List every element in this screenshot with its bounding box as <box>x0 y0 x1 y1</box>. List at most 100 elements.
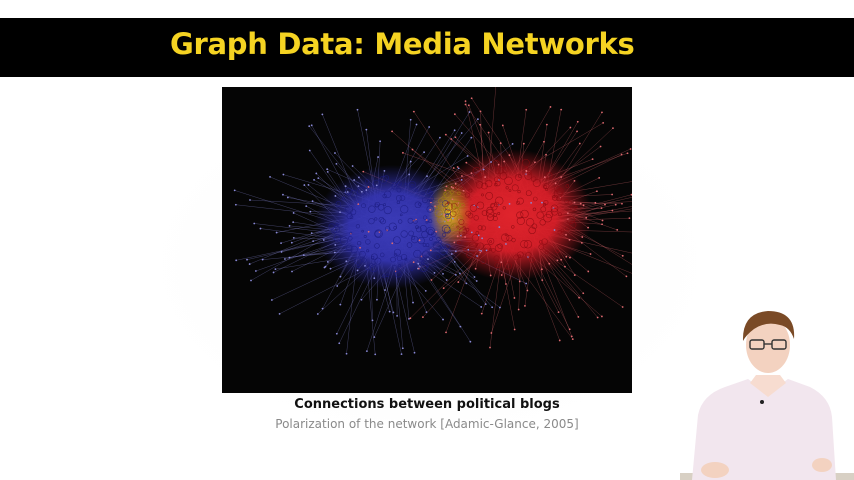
network-node <box>505 283 507 285</box>
network-node <box>454 136 457 139</box>
network-node <box>379 175 388 184</box>
network-node <box>397 181 402 186</box>
network-node <box>275 231 278 234</box>
network-node <box>437 205 441 209</box>
presenter-video <box>680 305 854 480</box>
network-node <box>457 191 461 196</box>
shirt <box>692 379 836 480</box>
network-node <box>464 236 466 238</box>
hair <box>742 311 795 341</box>
network-node <box>526 289 529 292</box>
network-node <box>326 261 329 263</box>
network-node <box>449 190 454 195</box>
network-node <box>525 167 529 170</box>
network-node <box>451 206 459 213</box>
network-node <box>560 176 563 178</box>
network-node <box>454 182 457 185</box>
network-node <box>451 224 455 227</box>
network-node <box>385 273 390 278</box>
network-node <box>502 206 506 210</box>
network-node <box>374 243 380 249</box>
network-node <box>569 256 571 259</box>
network-node <box>540 206 547 213</box>
network-node <box>616 229 619 231</box>
network-node <box>508 202 511 205</box>
network-node <box>270 299 273 301</box>
network-node <box>501 124 504 127</box>
network-node <box>556 259 559 262</box>
network-node <box>309 210 312 213</box>
network-node <box>418 202 422 206</box>
network-node <box>399 195 406 201</box>
network-node <box>443 192 447 196</box>
network-node <box>560 228 565 233</box>
network-node <box>475 243 479 246</box>
network-node <box>280 242 282 245</box>
network-node <box>450 138 453 140</box>
network-node <box>432 241 442 251</box>
network-node <box>497 212 501 215</box>
network-node <box>377 204 385 211</box>
network-node <box>467 104 470 107</box>
network-node <box>550 204 559 213</box>
network-node <box>374 217 378 221</box>
network-node <box>565 255 568 258</box>
network-node <box>614 203 617 206</box>
network-node <box>469 340 472 343</box>
network-node <box>490 161 492 163</box>
network-node <box>453 129 456 132</box>
network-node <box>395 195 403 202</box>
network-node <box>426 189 432 195</box>
network-node <box>356 108 359 111</box>
network-node <box>523 240 533 249</box>
network-node <box>364 264 366 267</box>
network-node <box>282 193 284 196</box>
network-node <box>409 160 412 163</box>
network-node <box>525 282 528 285</box>
network-node <box>515 173 522 181</box>
network-node <box>311 200 314 203</box>
network-node <box>408 230 414 237</box>
network-node <box>321 113 324 116</box>
network-node <box>550 208 559 216</box>
network-node <box>280 251 283 253</box>
network-node <box>346 191 349 193</box>
network-node <box>472 166 481 175</box>
network-node <box>454 273 457 276</box>
network-node <box>335 162 338 165</box>
network-node <box>361 229 365 233</box>
network-node <box>462 189 465 192</box>
network-node <box>469 204 478 212</box>
network-node <box>360 298 363 301</box>
network-node <box>393 226 397 230</box>
network-node <box>357 185 360 188</box>
network-node <box>441 246 445 250</box>
network-node <box>445 185 448 188</box>
network-node <box>399 213 403 217</box>
network-node <box>365 189 368 191</box>
cluster-nodes <box>233 97 632 356</box>
network-node <box>317 177 320 180</box>
network-node <box>344 187 353 196</box>
network-node <box>414 201 422 209</box>
network-node <box>444 189 447 192</box>
network-node <box>378 216 385 223</box>
network-node <box>278 312 281 315</box>
network-node <box>450 186 453 188</box>
network-node <box>543 176 546 179</box>
network-node <box>436 237 441 242</box>
network-node <box>392 311 395 314</box>
network-node <box>581 236 584 238</box>
network-node <box>511 237 516 243</box>
network-node <box>521 158 530 167</box>
network-node <box>494 180 501 187</box>
network-node <box>339 275 342 278</box>
network-node <box>404 182 408 187</box>
network-node <box>324 265 327 268</box>
network-node <box>322 239 325 241</box>
network-node <box>334 152 336 154</box>
network-node <box>530 201 533 204</box>
network-node <box>464 192 470 198</box>
network-node <box>391 264 397 270</box>
network-node <box>565 233 567 236</box>
